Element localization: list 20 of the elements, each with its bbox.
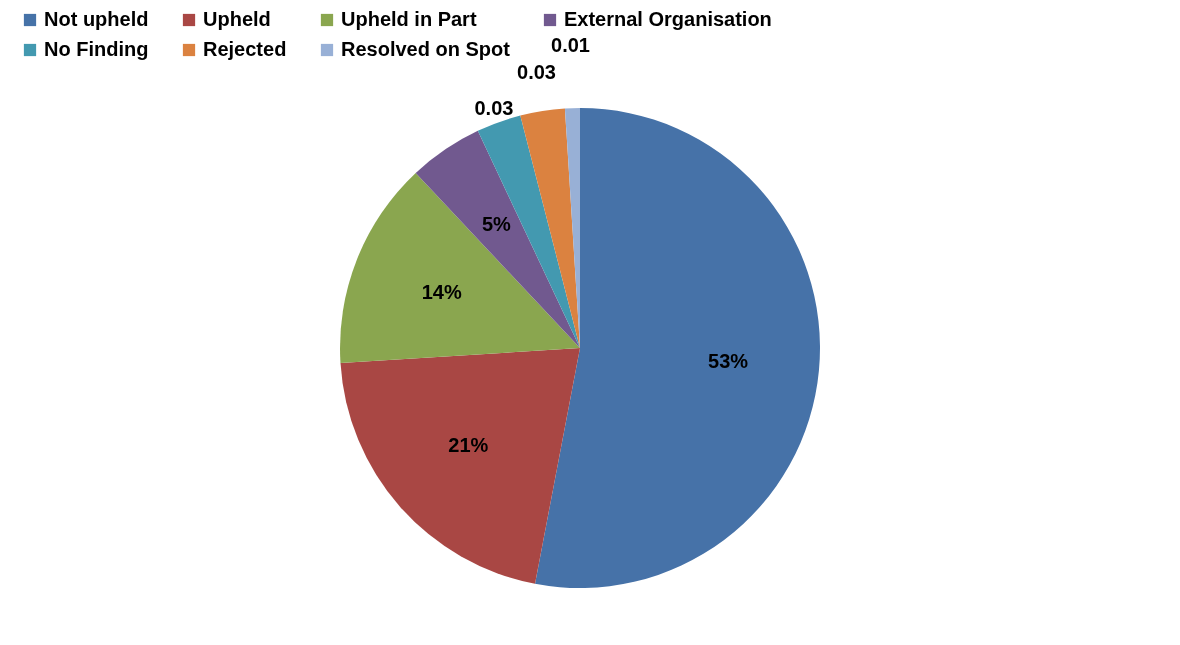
pie-slice: [477, 115, 580, 348]
legend-label: Resolved on Spot: [341, 38, 511, 60]
data-label: 0.03: [517, 61, 556, 84]
pie-slice: [415, 130, 580, 348]
data-label: 5%: [481, 212, 512, 235]
legend-label: No Finding: [44, 38, 149, 60]
data-label: 21%: [448, 434, 489, 457]
pie-slice: [535, 108, 820, 588]
pie-slice: [340, 173, 580, 364]
legend-label: External Organisation: [564, 8, 772, 30]
data-label: 14%: [421, 281, 462, 304]
pie-slice: [340, 348, 580, 584]
legend-label: Rejected: [203, 38, 287, 60]
data-label: 53%: [708, 350, 749, 372]
pie-slice: [520, 108, 580, 348]
legend-label: Upheld: [203, 8, 271, 30]
legend-label: Upheld in Part: [341, 8, 477, 30]
legend-label: Not upheld: [44, 8, 149, 30]
data-label: 0.03: [474, 97, 514, 120]
data-label: 0.01: [551, 34, 590, 57]
